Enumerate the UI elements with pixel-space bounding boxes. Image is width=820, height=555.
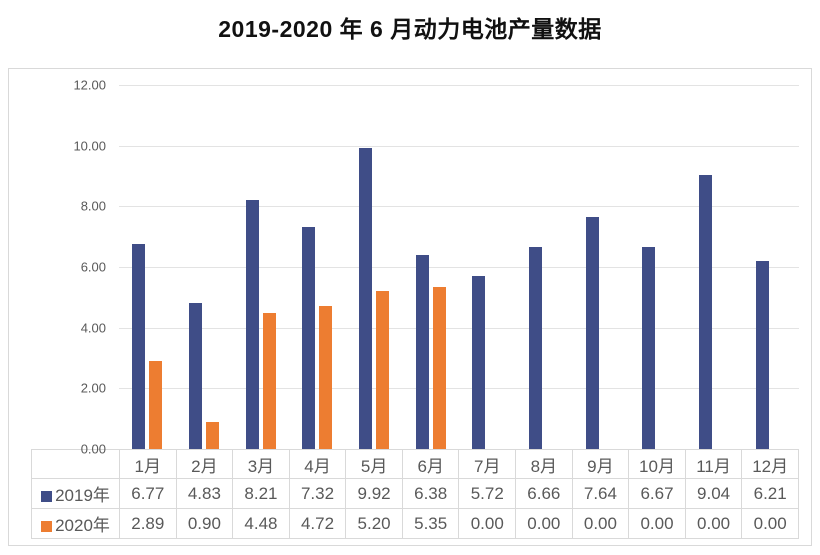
bar-2019年-3月	[245, 199, 259, 449]
month-header-2月: 2月	[175, 449, 234, 479]
value-cell-2019年-4月: 7.32	[288, 478, 347, 509]
y-axis-tick-label: 10.00	[73, 138, 106, 154]
y-axis-tick-label: 8.00	[80, 198, 106, 214]
value-cell-2020年-5月: 5.20	[345, 508, 403, 539]
value-cell-2019年-7月: 5.72	[458, 478, 517, 509]
legend-swatch-2020年	[41, 521, 53, 532]
value-cell-2019年-10月: 6.67	[628, 478, 686, 509]
value-cell-2020年-7月: 0.00	[458, 508, 517, 539]
value-cell-2020年-10月: 0.00	[628, 508, 686, 539]
gridline-y-4	[119, 327, 799, 329]
value-cell-2019年-6月: 6.38	[401, 478, 460, 509]
value-cell-2019年-11月: 9.04	[684, 478, 743, 509]
bar-group-8月	[516, 85, 573, 449]
table-row-2019年: 2019年 6.77 4.83 8.21 7.32 9.92 6.38 5.72 6.66 7.6…	[31, 478, 799, 509]
legend-label: 2020年	[55, 516, 110, 535]
value-cell-2020年-11月: 0.00	[684, 508, 743, 539]
bar-2019年-7月	[472, 275, 486, 449]
table-header-row: 1月 2月 3月 4月 5月 6月 7月 8月 9月 10月 11月 12月	[31, 449, 799, 479]
bar-2019年-12月	[755, 260, 769, 449]
bar-2019年-5月	[359, 148, 373, 449]
value-cell-2019年-2月: 4.83	[175, 478, 234, 509]
value-cell-2020年-9月: 0.00	[571, 508, 630, 539]
bar-2019年-4月	[302, 226, 316, 449]
chart-title: 2019-2020 年 6 月动力电池产量数据	[218, 16, 602, 42]
bar-2019年-9月	[585, 217, 599, 449]
gridline-y-8	[119, 206, 799, 208]
bar-2019年-8月	[529, 246, 543, 449]
month-header-1月: 1月	[119, 449, 177, 479]
gridline-y-10	[119, 145, 799, 147]
plot-area	[119, 85, 799, 449]
month-header-5月: 5月	[345, 449, 403, 479]
gridline-y-6	[119, 267, 799, 268]
bar-group-1月	[119, 85, 176, 449]
bar-group-2月	[176, 85, 233, 449]
value-cell-2020年-4月: 4.72	[288, 508, 347, 539]
bar-2019年-6月	[415, 255, 429, 449]
y-axis-tick-label: 0.00	[80, 441, 106, 457]
table-corner-cell	[31, 449, 120, 479]
bar-group-6月	[402, 85, 459, 449]
value-cell-2019年-12月: 6.21	[741, 478, 799, 509]
month-header-12月: 12月	[741, 449, 799, 479]
legend-cell-2019年: 2019年	[31, 478, 120, 509]
bar-2019年-2月	[189, 302, 202, 449]
y-axis-tick-label: 2.00	[80, 380, 106, 396]
month-header-8月: 8月	[515, 449, 573, 479]
bar-2020年-3月	[262, 313, 276, 449]
gridline-y-2	[119, 388, 799, 390]
value-cell-2020年-6月: 5.35	[401, 508, 460, 539]
data-table: 1月 2月 3月 4月 5月 6月 7月 8月 9月 10月 11月 12月 2019年 6.77 4.83…	[31, 449, 799, 539]
month-header-7月: 7月	[458, 449, 517, 479]
bars-layer	[119, 85, 799, 449]
bar-group-9月	[572, 85, 629, 449]
bar-2019年-10月	[642, 246, 656, 449]
gridline-y-12	[119, 85, 799, 86]
month-header-3月: 3月	[232, 449, 290, 479]
bar-group-12月	[742, 85, 799, 449]
value-cell-2019年-8月: 6.66	[515, 478, 573, 509]
month-header-11月: 11月	[684, 449, 743, 479]
bar-2020年-5月	[376, 291, 390, 449]
value-cell-2020年-12月: 0.00	[741, 508, 799, 539]
bar-group-11月	[686, 85, 743, 449]
legend-label: 2019年	[55, 486, 110, 505]
value-cell-2019年-1月: 6.77	[119, 478, 177, 509]
value-cell-2020年-2月: 0.90	[175, 508, 234, 539]
value-cell-2019年-9月: 7.64	[571, 478, 630, 509]
bar-2020年-1月	[149, 361, 163, 449]
y-axis-tick-label: 4.00	[80, 320, 106, 336]
bar-2020年-2月	[206, 421, 219, 449]
bar-group-10月	[629, 85, 686, 449]
bar-2019年-1月	[132, 243, 146, 449]
month-header-10月: 10月	[628, 449, 686, 479]
bar-2019年-11月	[699, 174, 713, 449]
chart-frame: 1月 2月 3月 4月 5月 6月 7月 8月 9月 10月 11月 12月 2019年 6.77 4.83…	[8, 68, 812, 546]
month-header-9月: 9月	[571, 449, 630, 479]
table-row-2020年: 2020年 2.89 0.90 4.48 4.72 5.20 5.35 0.00 0.00 0.0…	[31, 508, 799, 539]
value-cell-2020年-3月: 4.48	[232, 508, 290, 539]
y-axis-tick-label: 12.00	[73, 77, 106, 93]
bar-2020年-4月	[319, 305, 333, 449]
y-axis-tick-label: 6.00	[80, 259, 106, 275]
value-cell-2020年-1月: 2.89	[119, 508, 177, 539]
legend-swatch-2019年	[41, 491, 53, 502]
bar-group-7月	[459, 85, 516, 449]
month-header-6月: 6月	[401, 449, 460, 479]
bar-2020年-6月	[432, 286, 446, 449]
bar-group-5月	[346, 85, 403, 449]
legend-cell-2020年: 2020年	[31, 508, 120, 539]
value-cell-2019年-3月: 8.21	[232, 478, 290, 509]
bar-group-3月	[232, 85, 289, 449]
bar-group-4月	[289, 85, 346, 449]
value-cell-2020年-8月: 0.00	[515, 508, 573, 539]
month-header-4月: 4月	[288, 449, 347, 479]
value-cell-2019年-5月: 9.92	[345, 478, 403, 509]
